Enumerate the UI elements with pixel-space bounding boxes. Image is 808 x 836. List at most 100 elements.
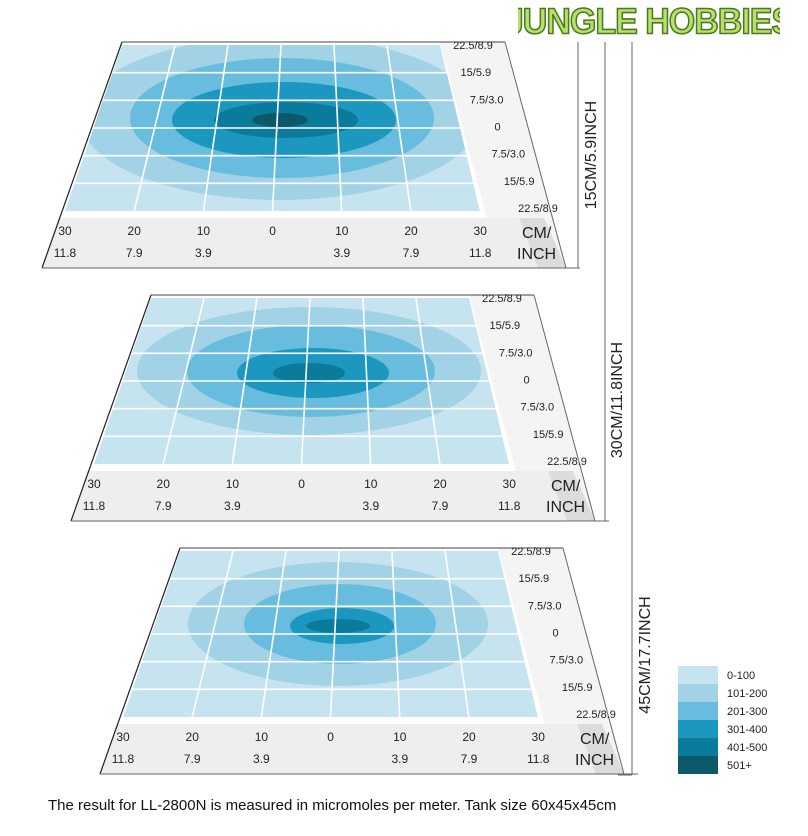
- y-tick-label: 15/5.9: [461, 67, 492, 79]
- y-axis-band: [469, 295, 595, 521]
- y-tick-label: 7.5/3.0: [470, 94, 504, 106]
- contour-501+: [252, 113, 308, 127]
- x-tick-cm: 30: [58, 224, 72, 238]
- unit-label-cm: CM/: [551, 478, 581, 495]
- x-tick-cm: 0: [269, 224, 276, 238]
- footer-note: The result for LL-2800N is measured in m…: [48, 797, 617, 814]
- x-tick-inch: 3.9: [362, 499, 379, 513]
- contour-401-500: [306, 619, 370, 633]
- grid-line-v: [386, 45, 412, 211]
- frame-right: [533, 294, 596, 522]
- y-tick-label: 22.5/8.9: [511, 546, 551, 558]
- jungle-hobbies-logo: JUNGLE HOBBIES: [518, 1, 780, 40]
- y-tick-label: 15/5.9: [562, 682, 593, 694]
- x-tick-cm: 0: [298, 477, 305, 491]
- x-tick-cm: 10: [226, 477, 240, 491]
- x-tick-cm: 20: [157, 477, 171, 491]
- y-axis-band: [498, 548, 624, 774]
- unit-label-inch: INCH: [546, 499, 585, 516]
- frame-right: [504, 41, 567, 269]
- legend-swatch: [678, 684, 718, 702]
- unit-label-cm: CM/: [522, 225, 552, 242]
- y-tick-label: 15/5.9: [504, 176, 535, 188]
- unit-box: [519, 218, 566, 268]
- panel-2: 22.5/8.9 15/5.9 7.5/3.0 0 7.5/3.0 15/5.9 22.5/…: [70, 293, 609, 522]
- x-tick-cm: 20: [404, 224, 418, 238]
- legend-label: 101-200: [727, 688, 767, 700]
- x-axis-band: [100, 724, 624, 774]
- x-tick-cm: 10: [255, 730, 269, 744]
- y-tick-label: 0: [494, 122, 500, 134]
- x-tick-cm: 30: [87, 477, 101, 491]
- x-tick-inch: 3.9: [224, 499, 241, 513]
- x-tick-cm: 0: [327, 730, 334, 744]
- x-axis-band: [71, 471, 595, 521]
- frame-right: [562, 547, 625, 775]
- x-tick-cm: 30: [474, 224, 488, 238]
- x-tick-inch: 7.9: [461, 752, 478, 766]
- y-tick-label: 22.5/8.9: [482, 293, 522, 305]
- unit-label-inch: INCH: [575, 752, 614, 769]
- unit-label-cm: CM/: [580, 731, 610, 748]
- y-tick-label: 0: [552, 628, 558, 640]
- legend-label: 301-400: [727, 724, 767, 736]
- x-tick-inch: 11.8: [112, 752, 135, 766]
- map-area: [65, 45, 480, 211]
- legend-swatch: [678, 666, 718, 684]
- grid-line-v: [415, 298, 441, 464]
- y-tick-label: 7.5/3.0: [528, 600, 562, 612]
- legend-label: 0-100: [727, 670, 755, 682]
- depth-label: 30CM/11.8INCH: [609, 342, 626, 458]
- y-tick-label: 7.5/3.0: [521, 402, 555, 414]
- legend-label: 201-300: [727, 706, 767, 718]
- x-axis-band: [42, 218, 566, 268]
- x-tick-inch: 7.9: [155, 499, 172, 513]
- x-tick-cm: 10: [393, 730, 407, 744]
- panel-3: 22.5/8.9 15/5.9 7.5/3.0 0 7.5/3.0 15/5.9 22.5/…: [99, 546, 638, 775]
- panel-1: 22.5/8.9 15/5.9 7.5/3.0 0 7.5/3.0 15/5.9 22.5/…: [41, 40, 580, 269]
- x-tick-cm: 10: [335, 224, 349, 238]
- frame-left: [70, 294, 152, 522]
- x-tick-inch: 11.8: [469, 246, 492, 260]
- map-area: [94, 298, 509, 464]
- x-tick-cm: 20: [462, 730, 476, 744]
- legend-swatch: [678, 738, 718, 756]
- contour-401-500: [273, 363, 345, 383]
- frame-left: [41, 41, 123, 269]
- x-tick-inch: 7.9: [432, 499, 449, 513]
- x-tick-cm: 10: [197, 224, 211, 238]
- unit-box: [548, 471, 595, 521]
- y-tick-label: 15/5.9: [533, 429, 564, 441]
- x-tick-inch: 3.9: [333, 246, 350, 260]
- legend-swatch: [678, 702, 718, 720]
- svg-text:JUNGLE HOBBIES: JUNGLE HOBBIES: [518, 2, 780, 40]
- map-area: [123, 551, 538, 717]
- x-tick-cm: 30: [503, 477, 517, 491]
- x-tick-inch: 7.9: [126, 246, 143, 260]
- y-tick-label: 22.5/8.9: [576, 709, 616, 721]
- legend-label: 401-500: [727, 742, 767, 754]
- x-tick-inch: 11.8: [83, 499, 106, 513]
- y-tick-label: 7.5/3.0: [499, 347, 533, 359]
- grid-line-v: [444, 551, 470, 717]
- x-tick-inch: 7.9: [403, 246, 420, 260]
- y-tick-label: 7.5/3.0: [550, 655, 584, 667]
- x-tick-inch: 7.9: [184, 752, 201, 766]
- x-tick-inch: 11.8: [498, 499, 521, 513]
- y-tick-label: 22.5/8.9: [547, 456, 587, 468]
- legend: 0-100 101-200 201-300 301-400 401-500 501+: [678, 666, 767, 774]
- x-tick-cm: 30: [116, 730, 130, 744]
- depth-label: 15CM/5.9INCH: [583, 101, 600, 209]
- x-tick-inch: 11.8: [527, 752, 550, 766]
- y-tick-label: 7.5/3.0: [492, 149, 526, 161]
- y-tick-label: 15/5.9: [519, 573, 550, 585]
- legend-swatch: [678, 756, 718, 774]
- y-tick-label: 22.5/8.9: [518, 203, 558, 215]
- unit-label-inch: INCH: [517, 246, 556, 263]
- y-tick-label: 22.5/8.9: [453, 40, 493, 52]
- x-tick-cm: 20: [128, 224, 142, 238]
- legend-label: 501+: [727, 760, 752, 772]
- unit-box: [577, 724, 624, 774]
